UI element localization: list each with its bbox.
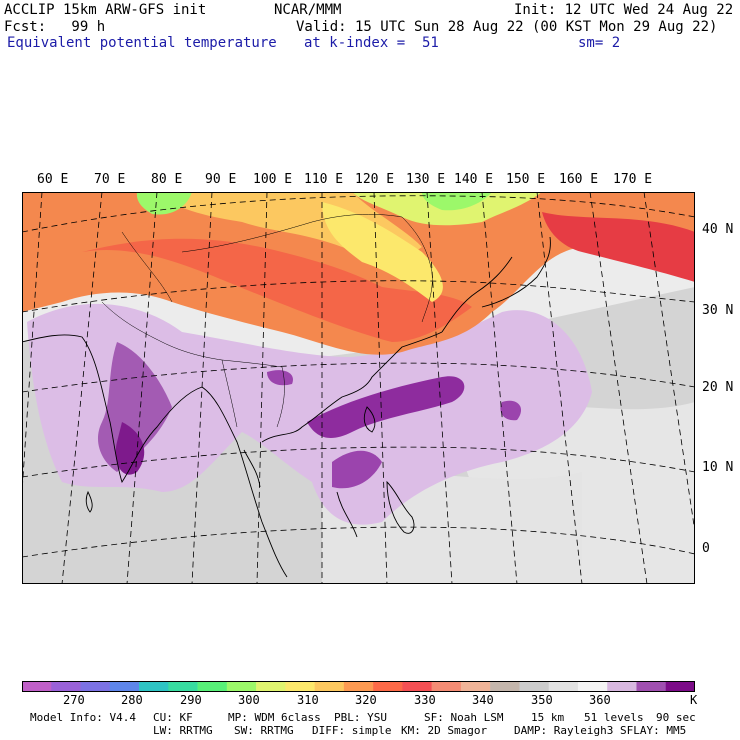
colorbar-swatch-1 (51, 681, 81, 692)
field-purple-patch-pacific (500, 400, 522, 421)
colorbar-swatch-13 (402, 681, 432, 692)
colorbar-tick-label-0: 270 (63, 693, 85, 707)
lon-label-9: 150 E (506, 172, 546, 187)
colorbar-swatch-9 (285, 681, 315, 692)
organization-label: NCAR/MMM (274, 2, 342, 18)
lon-label-7: 130 E (406, 172, 446, 187)
colorbar-swatch-10 (314, 681, 345, 692)
equivalent-potential-temperature-map (22, 192, 695, 584)
init-time: Init: 12 UTC Wed 24 Aug 22 (514, 2, 734, 18)
lat-label-0: 40 N (702, 222, 734, 237)
field-name: Equivalent potential temperature (7, 35, 277, 51)
model-info-sf: SF: Noah LSM (424, 711, 504, 724)
colorbar-swatch-22 (665, 681, 695, 692)
colorbar-swatch-19 (577, 681, 608, 692)
lat-label-4: 0 (702, 541, 710, 556)
lon-label-1: 70 E (94, 172, 126, 187)
lon-label-0: 60 E (37, 172, 69, 187)
colorbar-tick-label-8: 350 (531, 693, 553, 707)
model-info-sw: SW: RRTMG (234, 724, 294, 737)
model-info-resolution: 15 km (531, 711, 565, 724)
colorbar-swatch-3 (109, 681, 140, 692)
colorbar-frame (22, 681, 695, 692)
field-orange-belt (22, 192, 695, 355)
coastlines (22, 236, 551, 578)
model-info-lw: LW: RRTMG (153, 724, 213, 737)
colorbar-tick-label-7: 340 (472, 693, 494, 707)
colorbar-tick-label-2: 290 (180, 693, 202, 707)
lon-label-11: 170 E (613, 172, 653, 187)
colorbar-swatch-21 (636, 681, 667, 692)
field-green-patch-west (136, 192, 192, 215)
field-purple-patch-philippines (332, 450, 382, 489)
field-purple-band-scs (307, 376, 465, 438)
smoothing-label: sm= 2 (578, 35, 621, 51)
colorbar-tick-label-1: 280 (121, 693, 143, 707)
colorbar-swatch-2 (80, 681, 111, 692)
field-red-belt (82, 238, 472, 342)
lon-label-4: 100 E (253, 172, 293, 187)
lon-label-10: 160 E (559, 172, 599, 187)
colorbar-tick-label-4: 310 (297, 693, 319, 707)
colorbar-swatch-17 (519, 681, 549, 692)
k-index-label: at k-index = 51 (304, 35, 439, 51)
model-info-km: KM: 2D Smagor (401, 724, 488, 737)
graticule (22, 192, 695, 584)
colorbar-swatch-18 (548, 681, 579, 692)
colorbar-tick-label-5: 320 (355, 693, 377, 707)
colorbar-swatch-0 (22, 681, 52, 692)
colorbar-swatch-15 (460, 681, 491, 692)
colorbar-swatch-11 (343, 681, 374, 692)
colorbar-tick-label-3: 300 (238, 693, 260, 707)
model-info-mp: MP: WDM 6class (228, 711, 321, 724)
colorbar (22, 681, 695, 692)
colorbar-swatch-16 (490, 681, 520, 692)
model-info-cu: CU: KF (153, 711, 193, 724)
colorbar-tick-label-6: 330 (414, 693, 436, 707)
colorbar-swatch-5 (168, 681, 198, 692)
model-info-diff: DIFF: simple (312, 724, 392, 737)
colorbar-swatch-6 (197, 681, 228, 692)
model-info-version: Model Info: V4.4 (30, 711, 136, 724)
colorbar-swatch-12 (373, 681, 403, 692)
field-pale-yellow-region (322, 202, 443, 302)
colorbar-swatch-7 (226, 681, 257, 692)
field-dark-purple-patch-india (115, 422, 145, 475)
model-info-sflay: SFLAY: MM5 (620, 724, 687, 737)
lon-label-8: 140 E (454, 172, 494, 187)
model-info-damp: DAMP: Rayleigh3 (514, 724, 614, 737)
colorbar-unit: K (690, 693, 698, 707)
colorbar-swatch-14 (431, 681, 462, 692)
field-red-pacific (542, 212, 695, 282)
field-purple-patch-china (267, 370, 293, 386)
map-frame (22, 192, 695, 584)
lon-label-6: 120 E (355, 172, 395, 187)
colorbar-tick-label-9: 360 (589, 693, 611, 707)
colorbar-swatch-4 (139, 681, 169, 692)
lat-label-2: 20 N (702, 380, 734, 395)
forecast-hour: Fcst: 99 h (4, 19, 106, 35)
lat-label-3: 10 N (702, 460, 734, 475)
model-info-timestep: 90 sec (656, 711, 696, 724)
model-info-levels: 51 levels (584, 711, 644, 724)
lon-label-2: 80 E (151, 172, 183, 187)
lat-label-1: 30 N (702, 303, 734, 318)
colorbar-swatch-20 (607, 681, 637, 692)
field-lavender-region (27, 303, 592, 525)
valid-time: Valid: 15 UTC Sun 28 Aug 22 (00 KST Mon … (296, 19, 718, 35)
lon-label-5: 110 E (304, 172, 344, 187)
field-purple-patch-india (97, 342, 172, 472)
lon-label-3: 90 E (205, 172, 237, 187)
colorbar-swatch-8 (256, 681, 286, 692)
run-title: ACCLIP 15km ARW-GFS init (4, 2, 207, 18)
model-info-pbl: PBL: YSU (334, 711, 387, 724)
